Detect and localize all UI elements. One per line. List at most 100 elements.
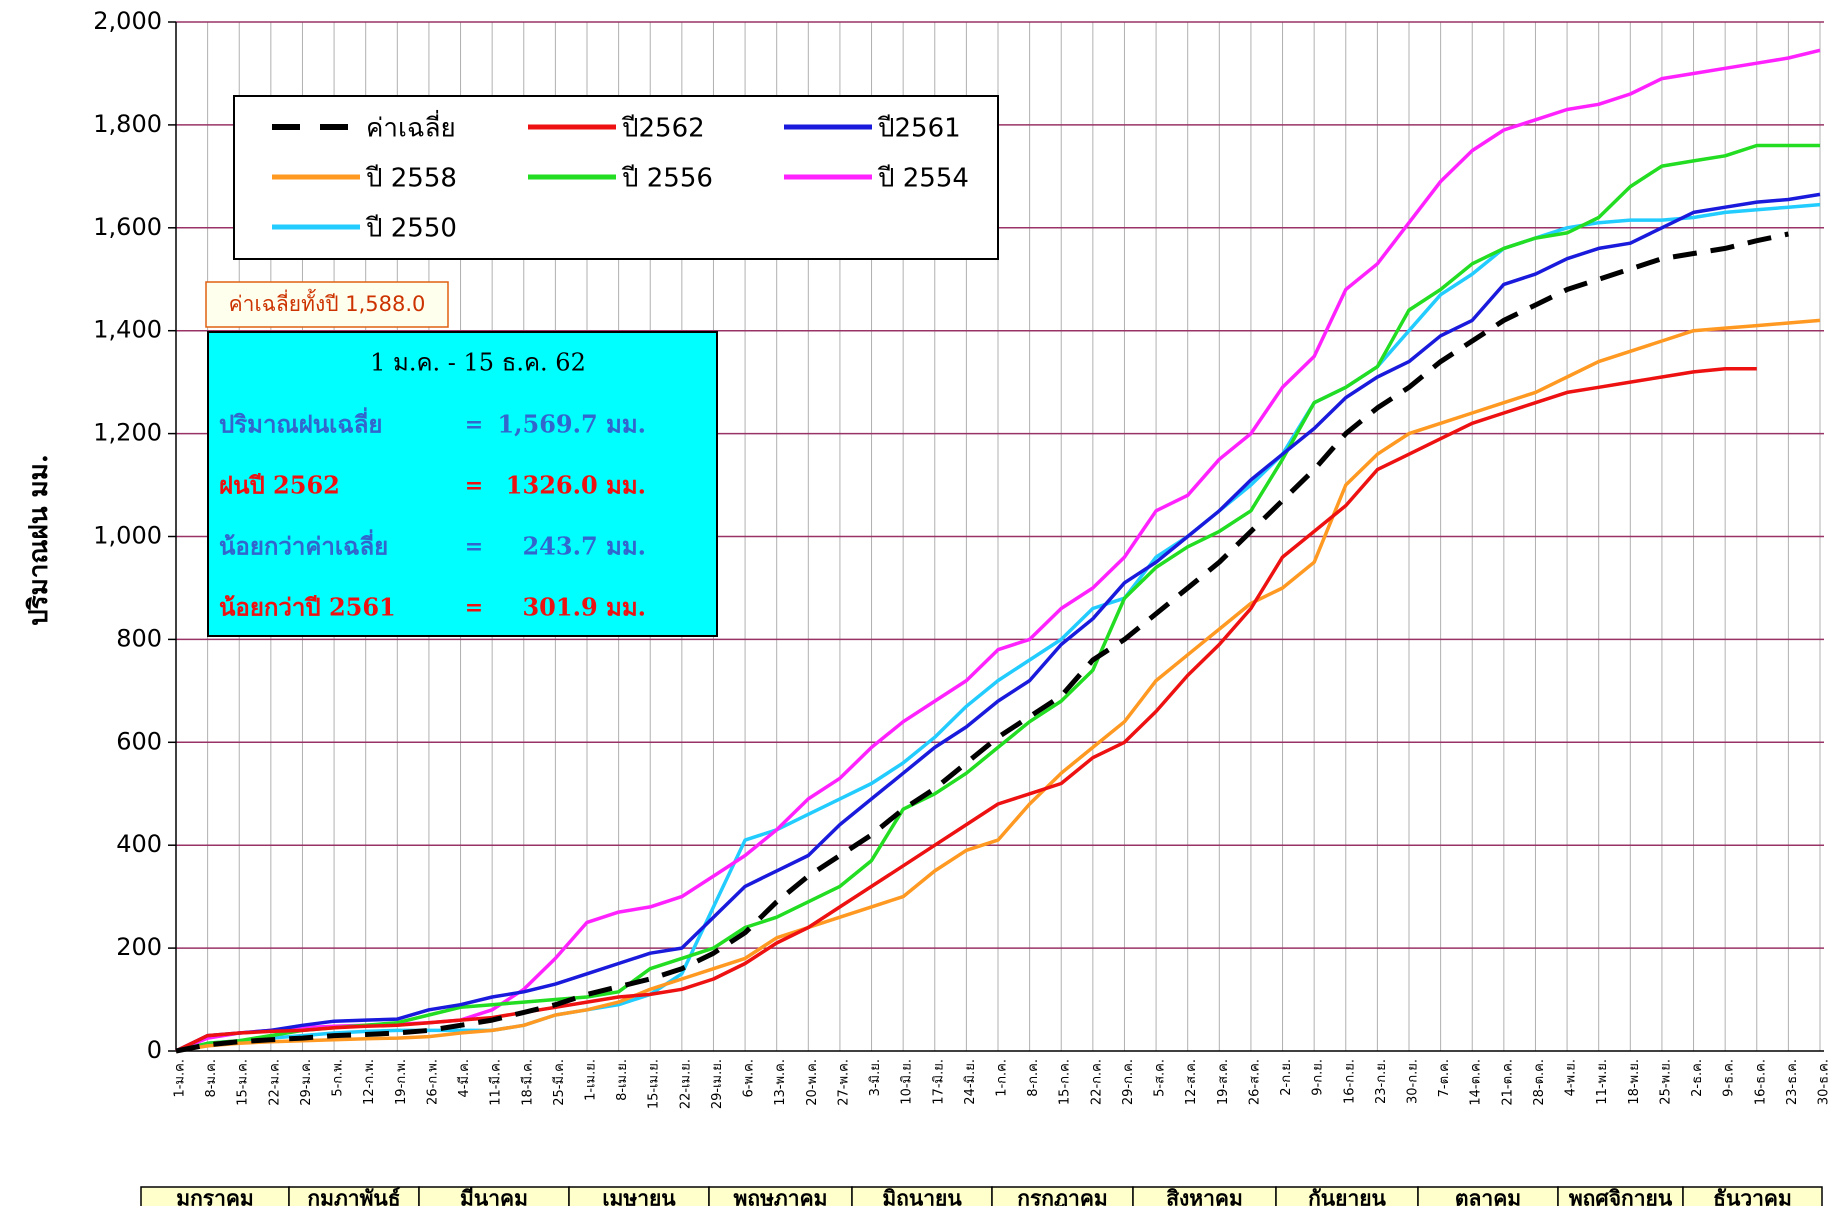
x-tick-label: 20-พ.ค.	[805, 1059, 820, 1106]
x-tick-label: 11-พ.ย.	[1595, 1059, 1610, 1105]
month-label: พฤศจิกายน	[1569, 1186, 1673, 1206]
y-axis-label: ปริมาณฝน มม.	[24, 454, 54, 626]
month-label: เมษายน	[602, 1186, 676, 1206]
x-tick-label: 12-ส.ค.	[1184, 1059, 1199, 1105]
x-tick-label: 15-เม.ย.	[647, 1059, 662, 1109]
summary-eq: =	[465, 473, 483, 499]
x-tick-label: 15-ม.ค.	[236, 1059, 251, 1106]
x-tick-label: 25-มี.ค.	[551, 1059, 567, 1106]
x-tick-label: 4-มี.ค.	[456, 1059, 472, 1098]
legend-label: ปี 2550	[365, 214, 457, 244]
x-tick-label: 22-ก.ค.	[1089, 1059, 1104, 1105]
y-tick-label: 0	[147, 1036, 162, 1064]
legend-label: ปี 2556	[621, 164, 713, 194]
summary-title: 1 ม.ค. - 15 ธ.ค. 62	[370, 349, 586, 377]
x-tick-label: 8-ม.ค.	[204, 1059, 219, 1098]
x-tick-label: 23-ธ.ค.	[1785, 1059, 1800, 1105]
summary-box	[207, 331, 718, 637]
x-tick-label: 29-ก.ค.	[1121, 1059, 1136, 1105]
summary-eq: =	[465, 412, 483, 438]
x-tick-label: 9-ธ.ค.	[1722, 1059, 1737, 1097]
x-tick-label: 7-ต.ค.	[1437, 1059, 1452, 1097]
summary-label: น้อยกว่าปี 2561	[219, 593, 396, 622]
x-tick-label: 5-ก.พ.	[331, 1059, 346, 1097]
legend-label: ปี2562	[621, 114, 705, 144]
x-tick-label: 18-พ.ย.	[1627, 1059, 1642, 1105]
x-tick-label: 19-ก.พ.	[394, 1059, 409, 1105]
x-tick-label: 26-ก.พ.	[425, 1059, 440, 1105]
y-tick-label: 2,000	[93, 7, 162, 35]
month-label: ธันวาคม	[1713, 1186, 1792, 1206]
y-tick-label: 1,400	[93, 316, 162, 344]
y-tick-label: 600	[116, 727, 162, 755]
y-tick-label: 200	[116, 933, 162, 961]
y-tick-label: 1,600	[93, 213, 162, 241]
summary-label: ปริมาณฝนเฉลี่ย	[219, 407, 382, 439]
x-tick-label: 29-ม.ค.	[299, 1059, 314, 1106]
average-note: ค่าเฉลี่ยทั้งปี 1,588.0	[229, 289, 426, 316]
legend-label: ปี 2558	[365, 164, 457, 194]
summary-label: น้อยกว่าค่าเฉลี่ย	[219, 529, 388, 561]
x-tick-label: 24-มิ.ย.	[963, 1059, 978, 1105]
month-label: ตุลาคม	[1455, 1186, 1521, 1206]
x-tick-label: 1-ม.ค.	[173, 1059, 188, 1098]
x-tick-label: 22-ม.ค.	[267, 1059, 282, 1106]
month-label: มกราคม	[176, 1186, 254, 1206]
x-tick-label: 28-ต.ค.	[1532, 1059, 1547, 1106]
x-tick-label: 5-ส.ค.	[1153, 1059, 1168, 1097]
month-label: มีนาคม	[460, 1186, 528, 1206]
legend-label: ปี 2554	[877, 164, 969, 194]
x-tick-label: 21-ต.ค.	[1500, 1059, 1515, 1106]
month-label: กุมภาพันธ์	[307, 1186, 400, 1206]
series-line	[175, 231, 1789, 1054]
month-label: สิงหาคม	[1166, 1186, 1243, 1206]
legend-label: ปี2561	[877, 114, 961, 144]
series-line	[175, 367, 1757, 1053]
x-tick-label: 8-ก.ค.	[1026, 1059, 1041, 1097]
x-tick-label: 2-ธ.ค.	[1690, 1059, 1705, 1097]
x-tick-label: 26-ส.ค.	[1247, 1059, 1262, 1105]
x-tick-label: 22-เม.ย.	[678, 1059, 693, 1109]
x-tick-label: 1-ก.ค.	[995, 1059, 1010, 1097]
x-tick-label: 11-มี.ค.	[488, 1059, 504, 1106]
x-tick-label: 16-ก.ย.	[1342, 1059, 1357, 1104]
summary-value: 243.7 มม.	[522, 532, 646, 561]
month-label: มิถุนายน	[882, 1186, 962, 1206]
summary-value: 1326.0 มม.	[506, 471, 646, 500]
x-tick-label: 19-ส.ค.	[1216, 1059, 1231, 1105]
series-line	[175, 192, 1821, 1053]
x-tick-label: 3-มิ.ย.	[868, 1059, 883, 1096]
x-tick-label: 16-ธ.ค.	[1753, 1059, 1768, 1105]
x-tick-label: 10-มิ.ย.	[900, 1059, 915, 1105]
x-tick-label: 4-พ.ย.	[1564, 1059, 1579, 1096]
month-label: กันยายน	[1308, 1186, 1386, 1206]
month-label: กรกฎาคม	[1017, 1186, 1108, 1206]
x-tick-label: 23-ก.ย.	[1374, 1059, 1389, 1104]
x-tick-label: 18-มี.ค.	[519, 1059, 535, 1106]
x-tick-label: 13-พ.ค.	[773, 1059, 788, 1106]
series-line	[175, 318, 1821, 1053]
x-tick-label: 30-ธ.ค.	[1817, 1059, 1832, 1105]
x-tick-label: 27-พ.ค.	[836, 1059, 851, 1106]
x-tick-label: 17-มิ.ย.	[931, 1059, 946, 1105]
summary-label: ฝนปี 2562	[219, 471, 340, 500]
x-tick-label: 30-ก.ย.	[1406, 1059, 1421, 1104]
x-tick-label: 8-เม.ย.	[615, 1059, 630, 1101]
x-tick-label: 9-ก.ย.	[1311, 1059, 1326, 1096]
y-tick-label: 1,200	[93, 419, 162, 447]
legend-label: ค่าเฉลี่ย	[366, 110, 456, 144]
x-tick-label: 12-ก.พ.	[362, 1059, 377, 1105]
x-tick-label: 14-ต.ค.	[1469, 1059, 1484, 1106]
month-label: พฤษภาคม	[734, 1186, 828, 1206]
month-cell	[1682, 1186, 1823, 1206]
y-tick-label: 400	[116, 830, 162, 858]
x-tick-label: 25-พ.ย.	[1658, 1059, 1673, 1105]
x-tick-label: 15-ก.ค.	[1058, 1059, 1073, 1105]
summary-eq: =	[465, 534, 483, 560]
x-tick-label: 1-เม.ย.	[584, 1059, 599, 1101]
series-line	[175, 143, 1820, 1053]
x-tick-label: 29-เม.ย.	[710, 1059, 725, 1109]
summary-eq: =	[465, 595, 483, 621]
y-tick-label: 1,800	[93, 110, 162, 138]
